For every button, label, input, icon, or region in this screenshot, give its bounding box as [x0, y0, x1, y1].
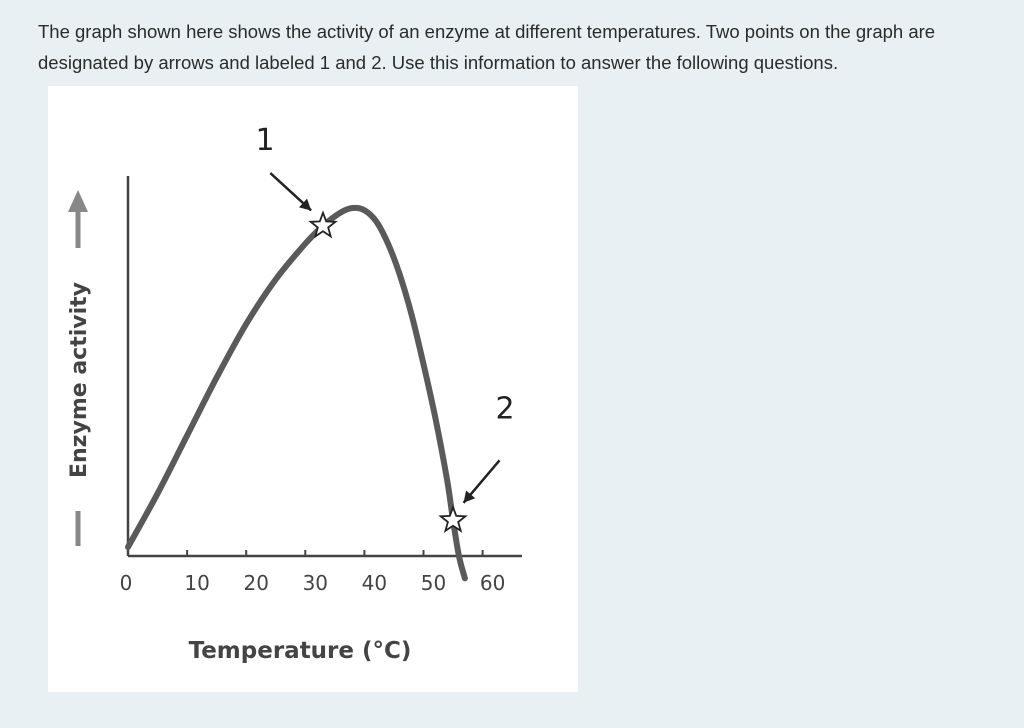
x-tick-label: 30: [303, 571, 328, 595]
y-axis-title: Enzyme activity: [67, 282, 92, 478]
x-tick-label: 50: [421, 571, 446, 595]
star-marker-icon: [438, 504, 468, 533]
y-axis-title-group: Enzyme activity: [67, 190, 92, 546]
x-axis-title: Temperature (°C): [189, 638, 412, 664]
x-tick-label: 10: [184, 571, 209, 595]
star-marker-icon: [308, 210, 338, 239]
activity-curve: [125, 204, 468, 582]
question-text: The graph shown here shows the activity …: [38, 21, 936, 73]
x-ticks: 0 10 20 30 40 50 60: [120, 550, 505, 595]
chart-svg: Enzyme activity 0 10 20 30 40 50 60 12 Tempera…: [67, 123, 522, 664]
annotations: 12: [255, 123, 515, 533]
x-tick-label: 40: [362, 571, 387, 595]
callout-label-2: 2: [496, 391, 515, 426]
x-tick-label: 60: [480, 571, 505, 595]
callout-arrowhead-icon: [298, 198, 312, 211]
callout-arrowhead-icon: [463, 490, 476, 503]
x-tick-label: 0: [120, 571, 133, 595]
x-tick-label: 20: [243, 571, 268, 595]
y-axis-arrowhead-icon: [68, 190, 88, 212]
callout-label-1: 1: [255, 123, 274, 158]
